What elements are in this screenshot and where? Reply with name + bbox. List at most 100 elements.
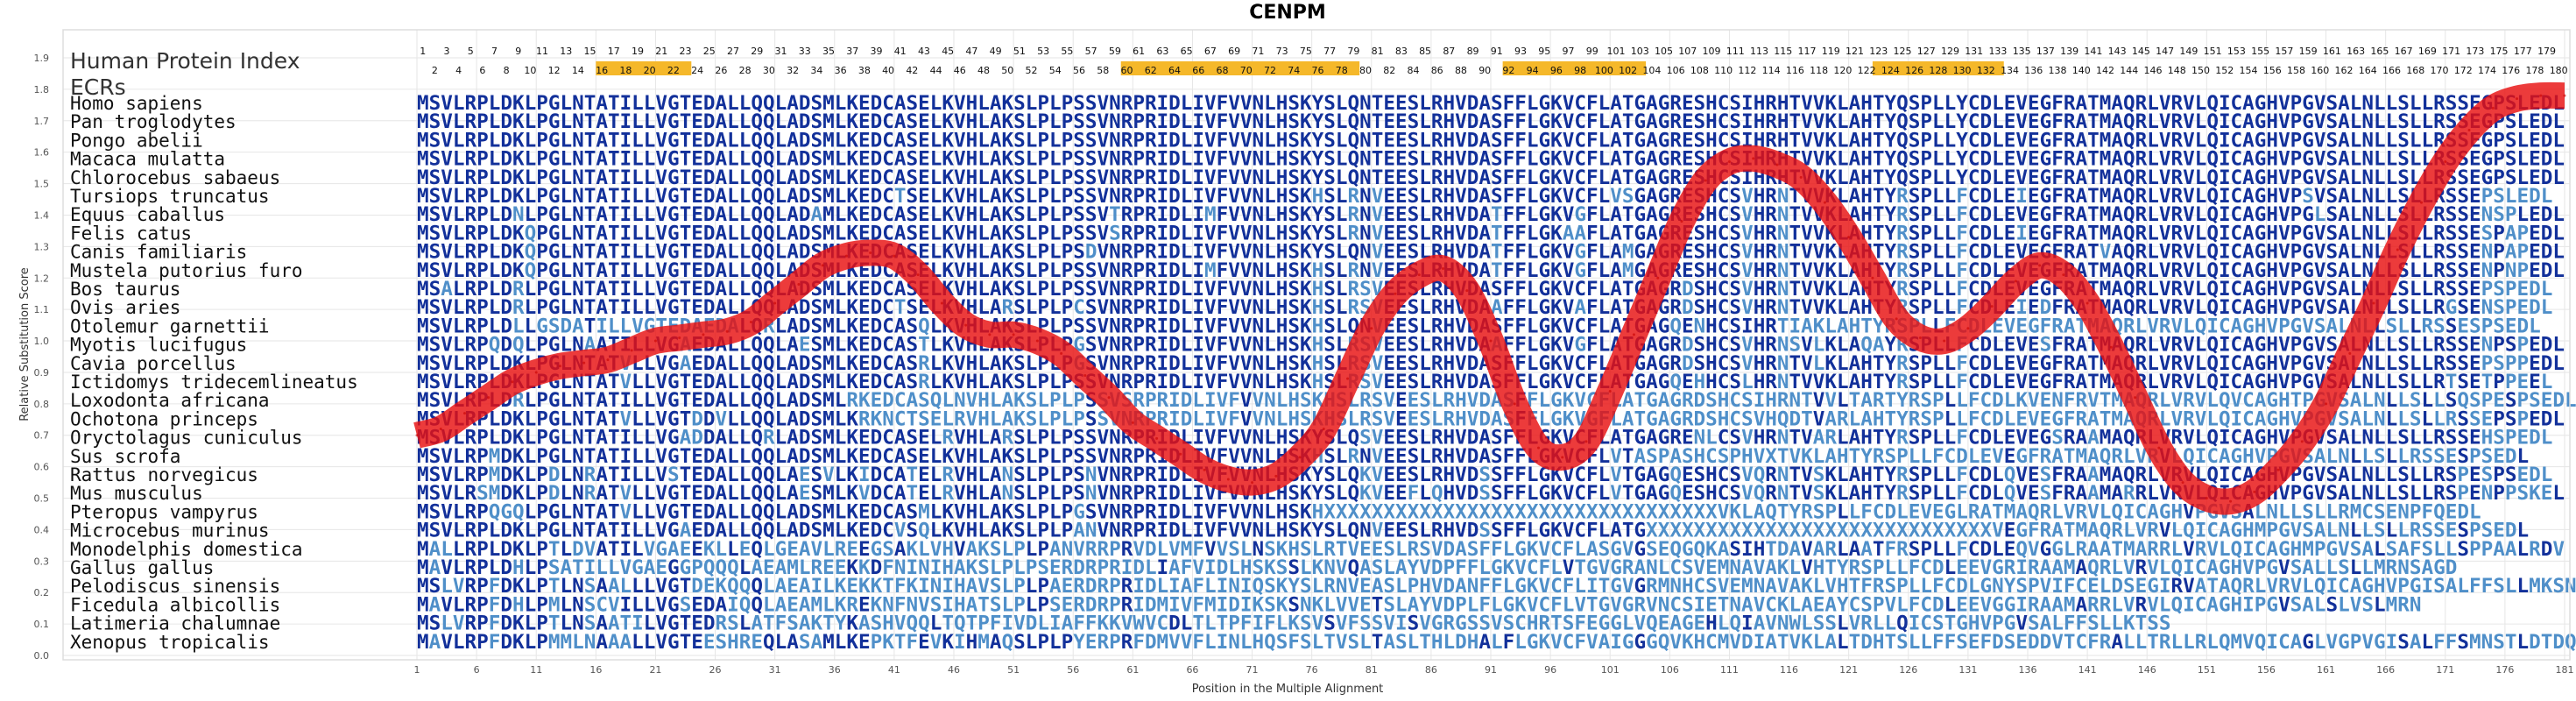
x-tick-label: 86	[1425, 664, 1437, 676]
residue-index-number: 88	[1455, 65, 1467, 76]
residue-index-number: 115	[1774, 46, 1792, 57]
residue-index-number: 73	[1276, 46, 1288, 57]
chart-title: CENPM	[1249, 2, 1326, 24]
residue-index-number: 122	[1858, 65, 1876, 76]
residue-index-number: 170	[2430, 65, 2448, 76]
score-point	[2300, 440, 2304, 443]
species-label: Chlorocebus sabaeus	[70, 167, 280, 188]
residue-index-number: 172	[2454, 65, 2473, 76]
score-point	[1274, 474, 1278, 478]
x-tick-label: 71	[1246, 664, 1259, 676]
x-tick-label: 51	[1007, 664, 1020, 676]
residue-index-number: 79	[1347, 46, 1359, 57]
y-tick-label: 0.4	[34, 524, 50, 535]
substitution-score-series	[413, 81, 2566, 515]
score-point	[940, 301, 943, 305]
residue-index-number: 173	[2466, 46, 2484, 57]
score-point	[2205, 497, 2208, 500]
score-point	[2467, 129, 2471, 132]
residue-index-number: 11	[536, 46, 548, 57]
score-point	[1060, 351, 1063, 355]
species-label: Monodelphis domestica	[70, 539, 303, 560]
score-point	[702, 333, 705, 336]
score-point	[2109, 345, 2113, 349]
residue-index-number: 118	[1810, 65, 1828, 76]
residue-index-number: 89	[1467, 46, 1479, 57]
residue-index-number: 138	[2049, 65, 2067, 76]
y-tick-label: 1.9	[34, 53, 50, 64]
residue-index-number: 160	[2311, 65, 2329, 76]
species-label: Gallus gallus	[70, 557, 214, 578]
residue-index-number: 96	[1550, 65, 1563, 76]
residue-index-number: 137	[2036, 46, 2055, 57]
residue-index-number: 57	[1085, 46, 1097, 57]
species-label: Loxodonta africana	[70, 390, 270, 411]
residue-index-number: 13	[560, 46, 572, 57]
ecr-bar	[1120, 61, 1360, 75]
species-sequence: MSVLRPLDKQPGLNTATILLVGTEDALLQQLADSMLKEDC…	[417, 260, 2565, 282]
score-point	[1704, 179, 1707, 182]
residue-index-number: 41	[894, 46, 907, 57]
residue-index-number: 147	[2156, 46, 2174, 57]
y-tick-label: 0.8	[34, 399, 50, 410]
score-point	[1966, 327, 1970, 330]
score-point	[2157, 446, 2161, 450]
score-point	[1322, 428, 1325, 431]
ecr-bar	[596, 61, 692, 75]
x-tick-label: 1	[414, 664, 420, 676]
residue-index-number: 117	[1797, 46, 1816, 57]
species-label: Ictidomys tridecemlineatus	[70, 372, 358, 393]
residue-index-number: 12	[548, 65, 561, 76]
residue-index-number: 72	[1264, 65, 1276, 76]
score-point	[773, 301, 777, 305]
score-point	[2420, 201, 2424, 204]
score-point	[2563, 94, 2566, 97]
residue-index-number: 126	[1905, 65, 1923, 76]
residue-index-number: 101	[1607, 46, 1626, 57]
score-point	[1536, 446, 1540, 450]
residue-index-number: 5	[468, 46, 474, 57]
x-tick-label: 61	[1126, 664, 1139, 676]
species-sequence: MALLRPLDKLPTLDVATILVGAEEKLLEQLGEAVLREEGS…	[417, 539, 2565, 561]
score-point	[797, 282, 801, 286]
species-sequence: MSVLRPLDKLPGLNTATILLVGADDALLQRLADSMLKEDC…	[417, 428, 2552, 450]
score-point	[1990, 305, 1994, 308]
residue-index-number: 59	[1109, 46, 1121, 57]
residue-index-number: 129	[1941, 46, 1959, 57]
residue-index-number: 95	[1538, 46, 1550, 57]
residue-index-number: 28	[739, 65, 752, 76]
score-point	[1584, 440, 1588, 443]
x-axis-ticks: 1 6 11 16 21 26 31 36 41 46 51 56 61 66 71 76 81 86 91 96 10…	[414, 664, 2574, 676]
x-tick-label: 46	[948, 664, 960, 676]
residue-index-number: 111	[1726, 46, 1745, 57]
score-point	[678, 336, 681, 339]
residue-index-number: 132	[1977, 65, 1995, 76]
score-point	[749, 321, 752, 324]
species-label: Myotis lucifugus	[70, 335, 247, 356]
score-point	[1442, 266, 1445, 270]
species-label: Ovis aries	[70, 297, 180, 318]
x-tick-label: 166	[2376, 664, 2395, 676]
residue-index-number: 34	[810, 65, 822, 76]
score-point	[1465, 289, 1469, 293]
residue-index-number: 6	[479, 65, 485, 76]
residue-index-number: 108	[1690, 65, 1709, 76]
score-point	[462, 412, 466, 415]
residue-index-number: 174	[2478, 65, 2496, 76]
residue-index-number: 64	[1168, 65, 1181, 76]
species-label: Canis familiaris	[70, 242, 247, 263]
residue-index-number: 81	[1372, 46, 1384, 57]
score-point	[2276, 468, 2280, 471]
residue-index-number: 164	[2359, 65, 2377, 76]
score-point	[1871, 276, 1874, 280]
residue-index-number: 145	[2132, 46, 2150, 57]
score-point	[893, 254, 896, 258]
human-residue-index-numbers: 1234567891011121314151617181920212223242…	[420, 46, 2567, 76]
y-tick-label: 0.3	[34, 556, 50, 567]
score-point	[1561, 456, 1564, 459]
residue-index-number: 10	[524, 65, 536, 76]
species-label: Xenopus tropicalis	[70, 632, 270, 653]
residue-index-number: 167	[2395, 46, 2413, 57]
score-point	[1346, 377, 1350, 380]
residue-index-number: 86	[1431, 65, 1443, 76]
